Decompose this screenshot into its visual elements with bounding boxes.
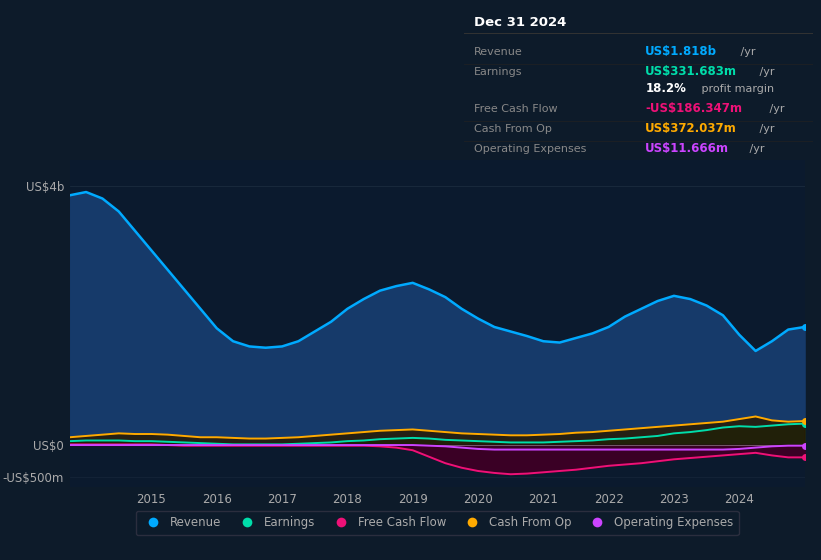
Text: US$1.818b: US$1.818b [645, 45, 718, 58]
Text: Dec 31 2024: Dec 31 2024 [475, 16, 566, 29]
Text: Operating Expenses: Operating Expenses [475, 144, 587, 154]
Text: Earnings: Earnings [475, 67, 523, 77]
Legend: Revenue, Earnings, Free Cash Flow, Cash From Op, Operating Expenses: Revenue, Earnings, Free Cash Flow, Cash … [135, 511, 739, 535]
Text: -US$186.347m: -US$186.347m [645, 102, 742, 115]
Text: Free Cash Flow: Free Cash Flow [475, 104, 558, 114]
Text: US$331.683m: US$331.683m [645, 66, 737, 78]
Text: US$372.037m: US$372.037m [645, 122, 737, 136]
Text: US$11.666m: US$11.666m [645, 142, 729, 155]
Text: /yr: /yr [756, 124, 775, 134]
Text: /yr: /yr [746, 144, 765, 154]
Text: /yr: /yr [766, 104, 785, 114]
Text: Revenue: Revenue [475, 47, 523, 57]
Text: Cash From Op: Cash From Op [475, 124, 553, 134]
Text: profit margin: profit margin [698, 84, 773, 94]
Text: /yr: /yr [736, 47, 755, 57]
Text: /yr: /yr [756, 67, 775, 77]
Text: 18.2%: 18.2% [645, 82, 686, 95]
